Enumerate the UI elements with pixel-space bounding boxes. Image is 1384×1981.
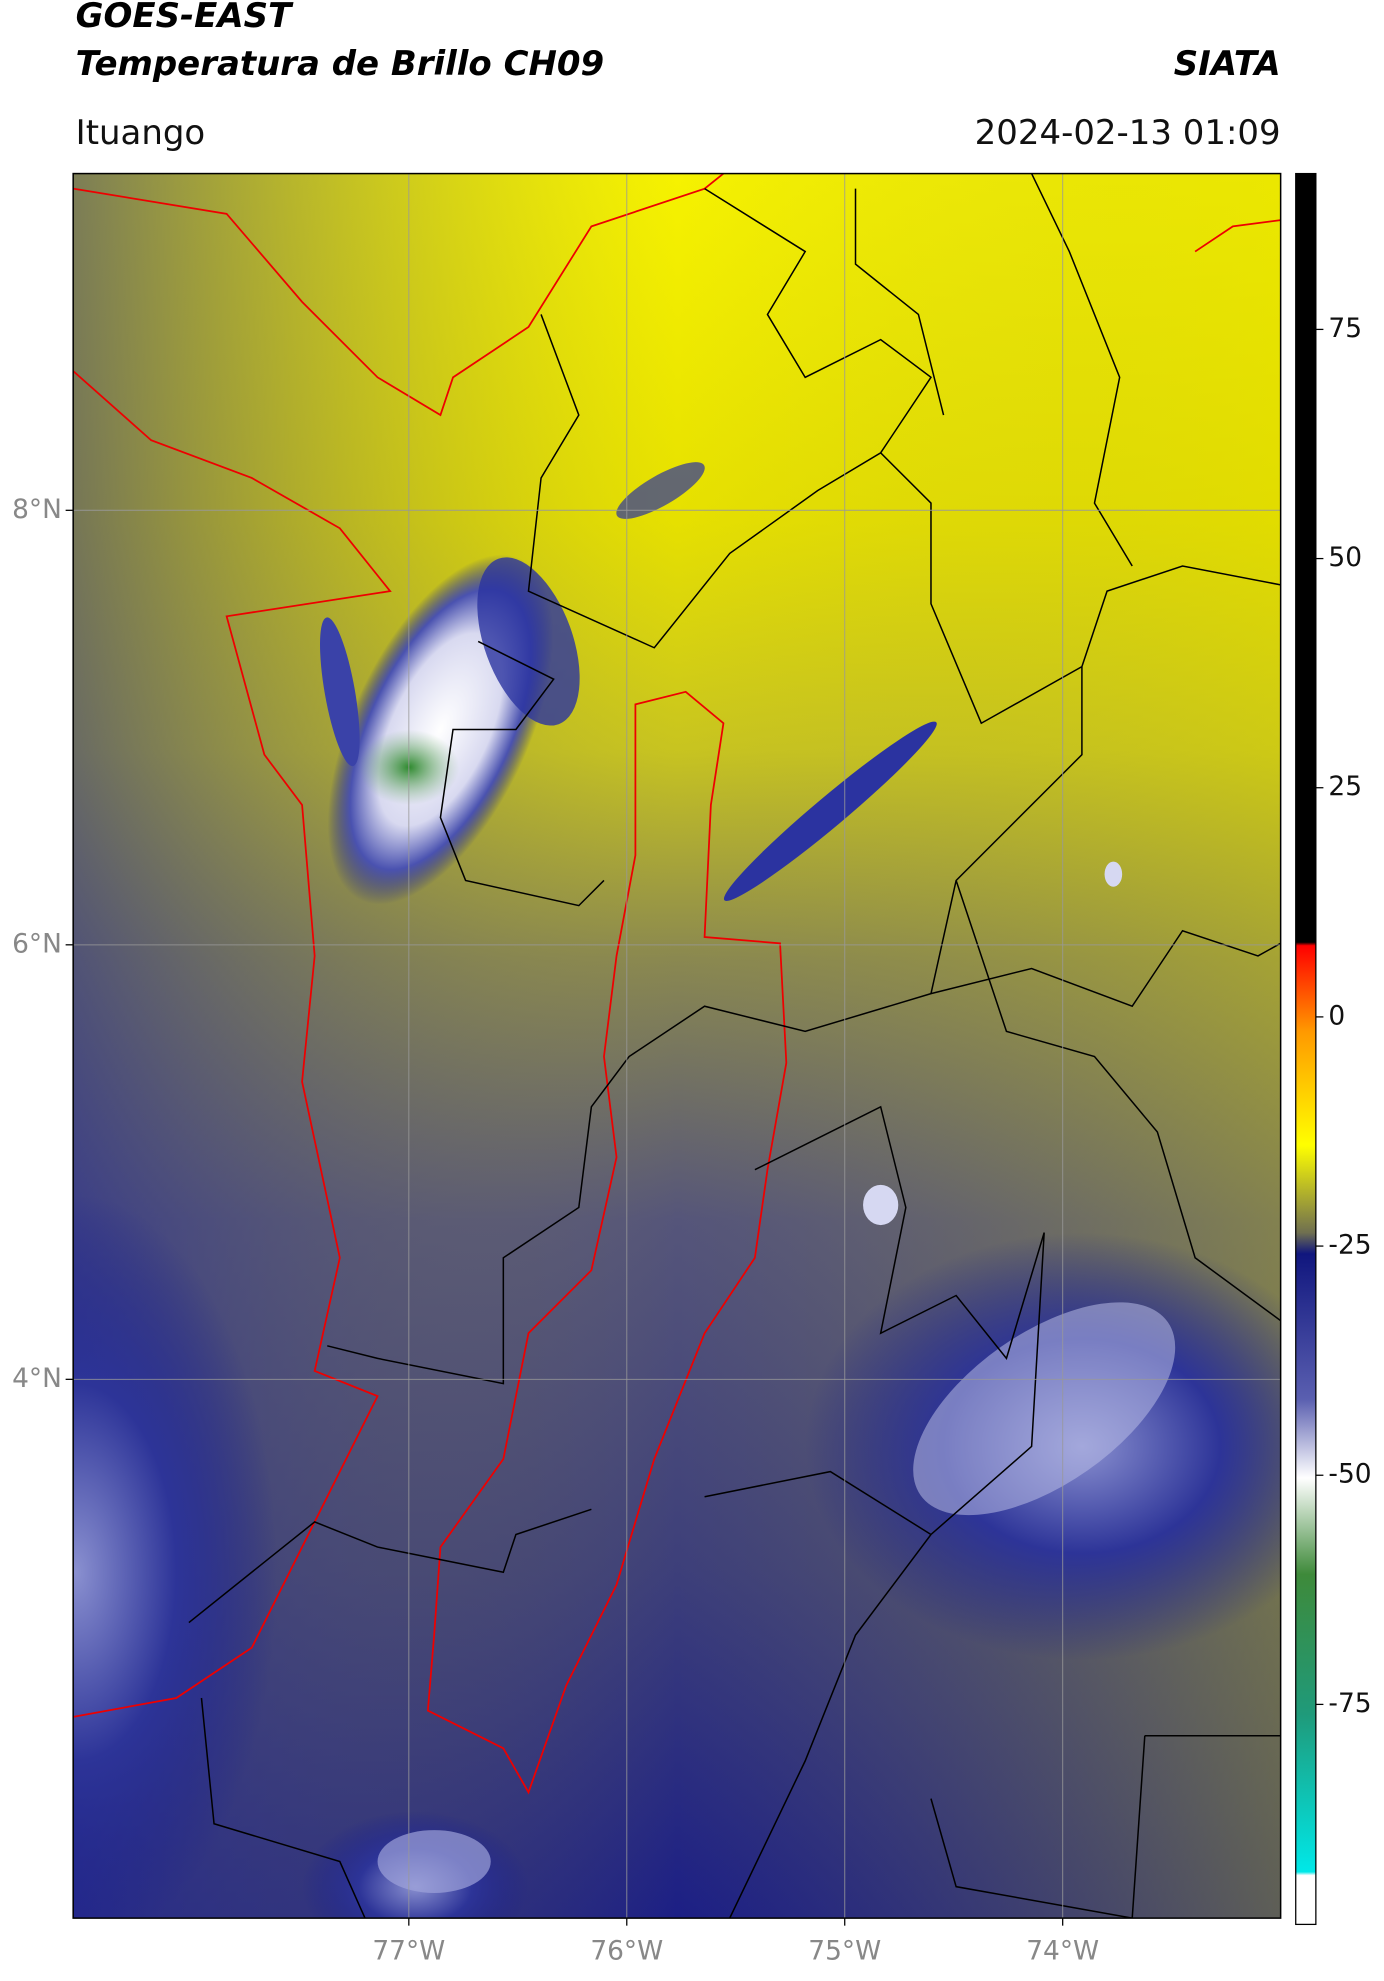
y-tick-label: 4°N <box>12 1363 62 1394</box>
x-tick-label: 76°W <box>590 1936 663 1967</box>
grid <box>73 173 1281 1919</box>
colorbar-tick-label: -75 <box>1328 1688 1371 1719</box>
x-tick-label: 74°W <box>1026 1936 1099 1967</box>
timestamp: 2024-02-13 01:09 <box>975 113 1281 153</box>
colorbar-tick-label: 0 <box>1328 1000 1345 1031</box>
colorbar-tick-label: -50 <box>1328 1459 1371 1490</box>
colorbar <box>1295 172 1317 1926</box>
colorbar-tick-label: 25 <box>1328 771 1362 802</box>
subtitle: Temperatura de Brillo CH09 <box>76 44 604 84</box>
colorbar-tick-label: -25 <box>1328 1230 1371 1261</box>
x-tick-label: 77°W <box>372 1936 445 1967</box>
map-frame <box>72 172 1282 1919</box>
location: Ituango <box>76 113 206 153</box>
y-tick-label: 8°N <box>12 494 62 525</box>
colorbar-tick-label: 75 <box>1328 313 1362 344</box>
title: GOES-EAST <box>76 0 294 36</box>
x-tick-label: 75°W <box>808 1936 881 1967</box>
source: SIATA <box>1174 44 1281 84</box>
satellite-image <box>73 173 1281 1919</box>
colorbar-tick-label: 50 <box>1328 542 1362 573</box>
y-tick-label: 6°N <box>12 928 62 959</box>
